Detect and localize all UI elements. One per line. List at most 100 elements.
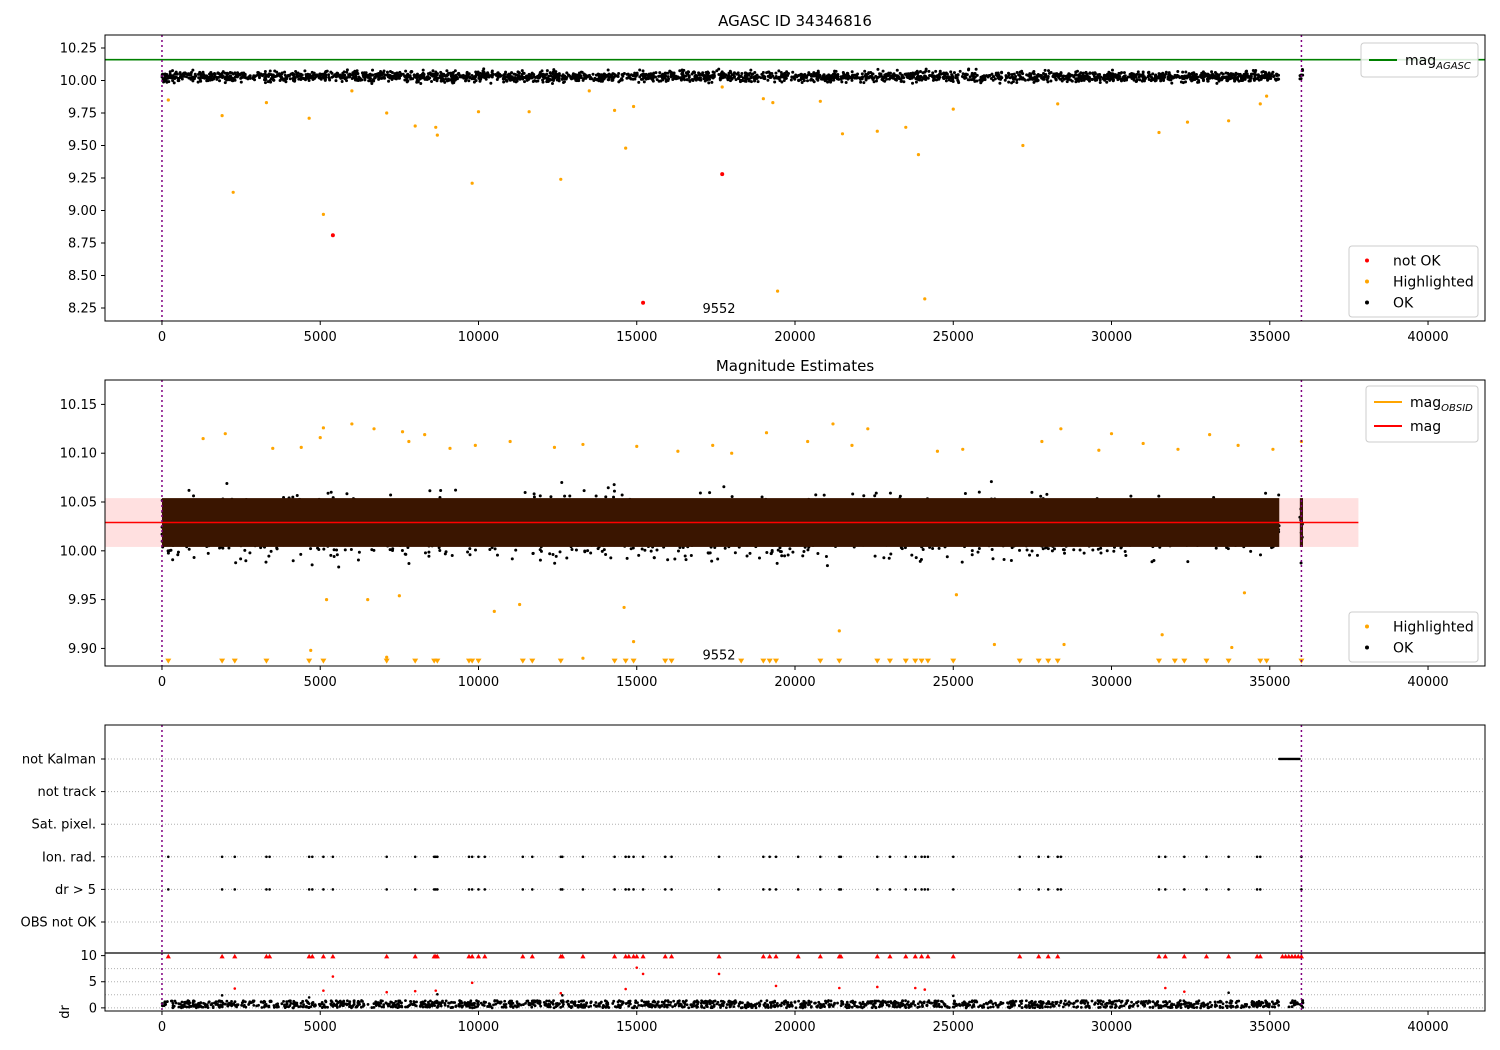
ok-point <box>1226 71 1230 75</box>
ok-point <box>199 76 203 80</box>
ok-point <box>722 485 726 489</box>
ok-point <box>217 72 221 76</box>
ok-point <box>1078 548 1082 552</box>
ok-point <box>545 72 549 76</box>
ok-point <box>388 548 392 552</box>
ok-point <box>1086 78 1090 82</box>
ok-point <box>1019 76 1023 80</box>
ok-point <box>921 547 925 551</box>
ok-point <box>914 556 918 560</box>
ok-point <box>1029 74 1033 78</box>
ok-point <box>390 70 394 74</box>
ok-point <box>1184 70 1188 74</box>
ok-point <box>669 70 673 74</box>
ok-point <box>883 73 887 77</box>
highlighted-point <box>631 104 636 109</box>
ok-point <box>626 72 630 76</box>
ok-point <box>708 491 712 495</box>
ok-point <box>780 80 784 84</box>
ok-point <box>191 79 195 83</box>
ok-point <box>924 69 928 73</box>
ok-point <box>1275 72 1279 76</box>
ok-point <box>1181 70 1185 74</box>
ok-point <box>766 70 770 74</box>
ok-point <box>366 75 370 79</box>
ok-point <box>550 82 554 86</box>
ok-point <box>888 491 892 495</box>
ok-point <box>419 82 423 86</box>
ok-point <box>860 76 864 80</box>
ok-point <box>806 79 810 83</box>
ok-point <box>802 550 806 554</box>
ok-point <box>706 551 710 555</box>
ok-point <box>822 74 826 78</box>
ok-point <box>532 492 536 496</box>
ok-point <box>874 491 878 495</box>
obsid-annotation: 9552 <box>702 302 735 317</box>
ok-point <box>444 550 448 554</box>
ok-point <box>244 559 248 563</box>
ok-point <box>398 70 402 74</box>
ok-point <box>788 547 792 551</box>
ok-point <box>1035 79 1039 83</box>
ok-point <box>329 553 333 557</box>
ok-point <box>1204 73 1208 77</box>
ok-point <box>540 69 544 73</box>
ok-point <box>1004 76 1008 80</box>
ok-point <box>248 551 252 555</box>
highlighted-point <box>1258 102 1262 106</box>
ok-point <box>523 490 527 494</box>
ok-point <box>1151 72 1155 76</box>
ok-point <box>391 547 395 551</box>
ok-point <box>515 73 519 77</box>
ok-point <box>393 72 397 76</box>
highlighted-point <box>951 107 955 111</box>
ok-point <box>1116 74 1120 78</box>
ok-point <box>1205 77 1209 81</box>
ok-point <box>606 486 610 490</box>
ok-point <box>318 72 322 76</box>
ok-point <box>1132 78 1136 82</box>
ok-point <box>215 77 219 81</box>
ok-point <box>748 551 752 555</box>
ok-point <box>184 75 188 79</box>
ok-point <box>684 71 688 75</box>
ok-point <box>975 73 979 77</box>
ok-point <box>318 75 322 79</box>
ok-point <box>276 73 280 77</box>
ok-point <box>931 71 935 75</box>
ok-point <box>482 71 486 75</box>
ok-point <box>602 548 606 552</box>
ok-point <box>1233 75 1237 79</box>
ok-point <box>651 79 655 83</box>
ok-point <box>1189 75 1193 79</box>
ok-point <box>332 555 336 559</box>
ok-point <box>1025 73 1029 77</box>
ok-point <box>982 75 986 79</box>
ok-point <box>957 81 961 85</box>
ok-point <box>698 77 702 81</box>
ok-point <box>583 73 587 77</box>
legend-label: not OK <box>1393 254 1441 270</box>
ok-point <box>919 75 923 79</box>
ok-point <box>397 73 401 77</box>
ok-point <box>1098 80 1102 84</box>
ok-point <box>931 546 935 550</box>
ok-point <box>993 77 997 81</box>
ok-point <box>357 550 361 554</box>
ok-point <box>382 75 386 79</box>
not-ok-point <box>330 233 335 238</box>
ok-point <box>1010 75 1014 79</box>
ok-point <box>468 553 472 557</box>
ok-point <box>450 74 454 78</box>
ok-point <box>1074 80 1078 84</box>
ok-point <box>1044 73 1048 77</box>
highlighted-point <box>771 101 775 105</box>
ok-point <box>474 79 478 83</box>
ok-point <box>496 74 500 78</box>
ok-point <box>1117 71 1121 75</box>
ok-point <box>1062 77 1066 81</box>
ok-point <box>1043 68 1047 72</box>
ok-point <box>532 495 536 499</box>
ok-point <box>514 548 518 552</box>
